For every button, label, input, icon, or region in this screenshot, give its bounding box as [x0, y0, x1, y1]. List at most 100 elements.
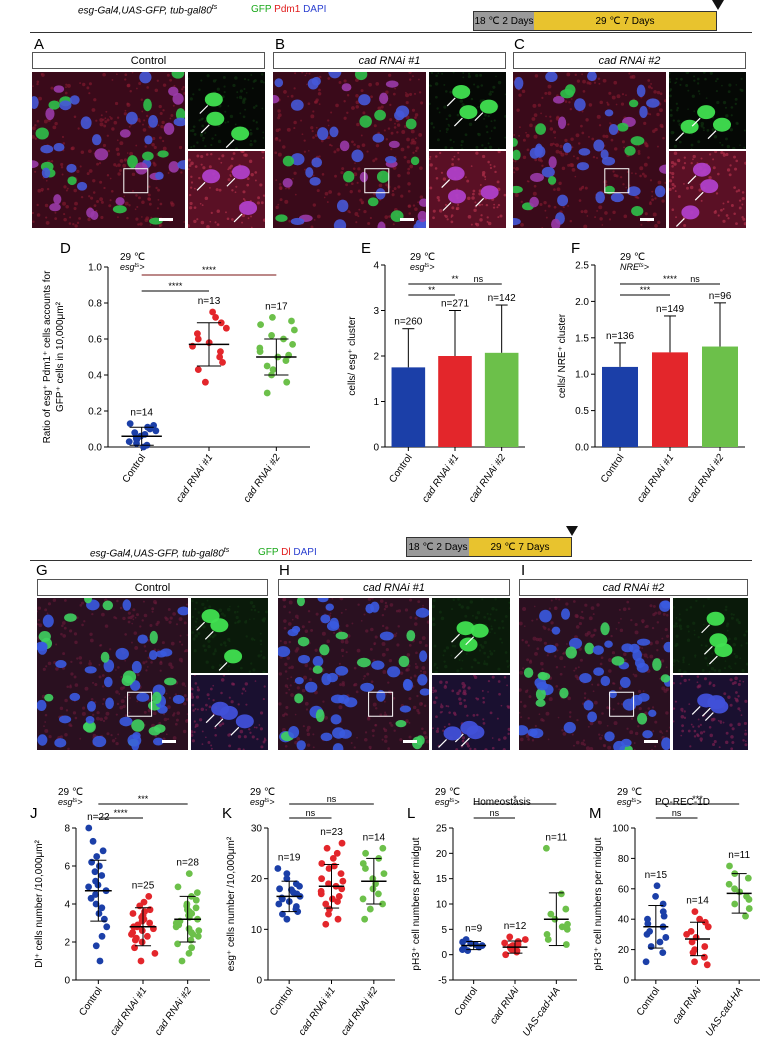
- speckle: [579, 658, 583, 662]
- y-axis-label: GFP⁺ cells in 10,000μm²: [55, 301, 66, 412]
- speckle: [445, 680, 448, 684]
- speckle: [687, 630, 690, 633]
- speckle: [626, 727, 629, 730]
- speckle: [380, 105, 384, 109]
- speckle: [693, 79, 696, 82]
- speckle: [445, 127, 449, 131]
- speckle: [64, 733, 68, 737]
- speckle: [703, 129, 705, 132]
- speckle: [366, 672, 370, 676]
- driver-label: esgts>: [58, 797, 82, 807]
- nucleus: [583, 700, 594, 711]
- speckle: [252, 106, 256, 109]
- speckle: [489, 650, 492, 653]
- speckle: [470, 97, 474, 101]
- nucleus: [527, 728, 538, 737]
- speckle: [100, 215, 104, 220]
- arrow-icon: [451, 633, 460, 643]
- driver-label: esgts>: [435, 797, 459, 807]
- speckle: [186, 713, 188, 716]
- nucleus: [94, 148, 109, 161]
- speckle: [240, 666, 243, 670]
- nucleus: [69, 692, 81, 702]
- speckle: [214, 649, 217, 653]
- speckle: [686, 624, 690, 629]
- y-tick-label: 0: [373, 443, 379, 454]
- data-point: [644, 915, 651, 923]
- nucleus: [131, 660, 142, 674]
- speckle: [586, 215, 589, 217]
- cell: [231, 165, 250, 180]
- speckle: [74, 201, 78, 206]
- speckle: [708, 175, 712, 180]
- speckle: [89, 638, 94, 643]
- data-point: [222, 324, 230, 332]
- speckle: [741, 216, 744, 219]
- speckle: [440, 703, 443, 706]
- speckle: [571, 168, 576, 172]
- speckle: [211, 635, 215, 639]
- speckle: [514, 160, 517, 163]
- speckle: [673, 151, 678, 156]
- speckle: [156, 207, 160, 210]
- speckle: [467, 215, 472, 219]
- speckle: [697, 140, 701, 144]
- speckle: [353, 143, 356, 146]
- nucleus: [164, 677, 177, 686]
- speckle: [470, 165, 473, 168]
- speckle: [341, 167, 345, 171]
- speckle: [285, 713, 289, 716]
- speckle: [389, 103, 392, 107]
- speckle: [735, 84, 738, 86]
- speckle: [482, 154, 486, 159]
- speckle: [432, 686, 435, 690]
- speckle: [284, 744, 288, 748]
- speckle: [74, 683, 79, 687]
- speckle: [303, 150, 307, 153]
- speckle: [540, 661, 544, 666]
- speckle: [208, 697, 210, 700]
- condition-label: 29 ℃: [58, 787, 83, 798]
- speckle: [241, 221, 243, 224]
- nucleus: [87, 701, 96, 712]
- speckle: [283, 605, 287, 609]
- nucleus: [305, 167, 314, 178]
- data-point: [659, 900, 667, 908]
- speckle: [494, 598, 497, 601]
- speckle: [44, 608, 48, 612]
- speckle: [286, 677, 289, 680]
- speckle: [702, 605, 705, 608]
- nucleus: [514, 76, 524, 90]
- arrow-icon: [196, 621, 206, 631]
- nucleus: [394, 110, 405, 121]
- speckle: [32, 85, 34, 87]
- data-point: [131, 429, 139, 436]
- speckle: [680, 707, 684, 712]
- speckle: [354, 162, 356, 164]
- speckle: [45, 665, 48, 668]
- nucleus: [115, 197, 125, 206]
- speckle: [224, 121, 227, 124]
- speckle: [678, 669, 682, 673]
- speckle: [650, 83, 652, 85]
- speckle: [200, 163, 203, 166]
- speckle: [351, 106, 355, 110]
- speckle: [42, 667, 46, 671]
- speckle: [166, 718, 170, 721]
- panel-h-title: cad RNAi #1: [278, 579, 510, 596]
- speckle: [617, 702, 620, 705]
- speckle: [494, 170, 497, 174]
- nucleus: [376, 170, 390, 183]
- speckle: [683, 162, 687, 165]
- speckle: [312, 733, 315, 736]
- nucleus: [92, 735, 107, 748]
- speckle: [733, 652, 736, 656]
- data-point: [322, 920, 330, 928]
- y-tick-label: 0.0: [88, 443, 102, 454]
- arrow-icon: [199, 105, 209, 114]
- speckle: [725, 137, 728, 141]
- data-point: [174, 883, 182, 891]
- speckle: [432, 622, 436, 627]
